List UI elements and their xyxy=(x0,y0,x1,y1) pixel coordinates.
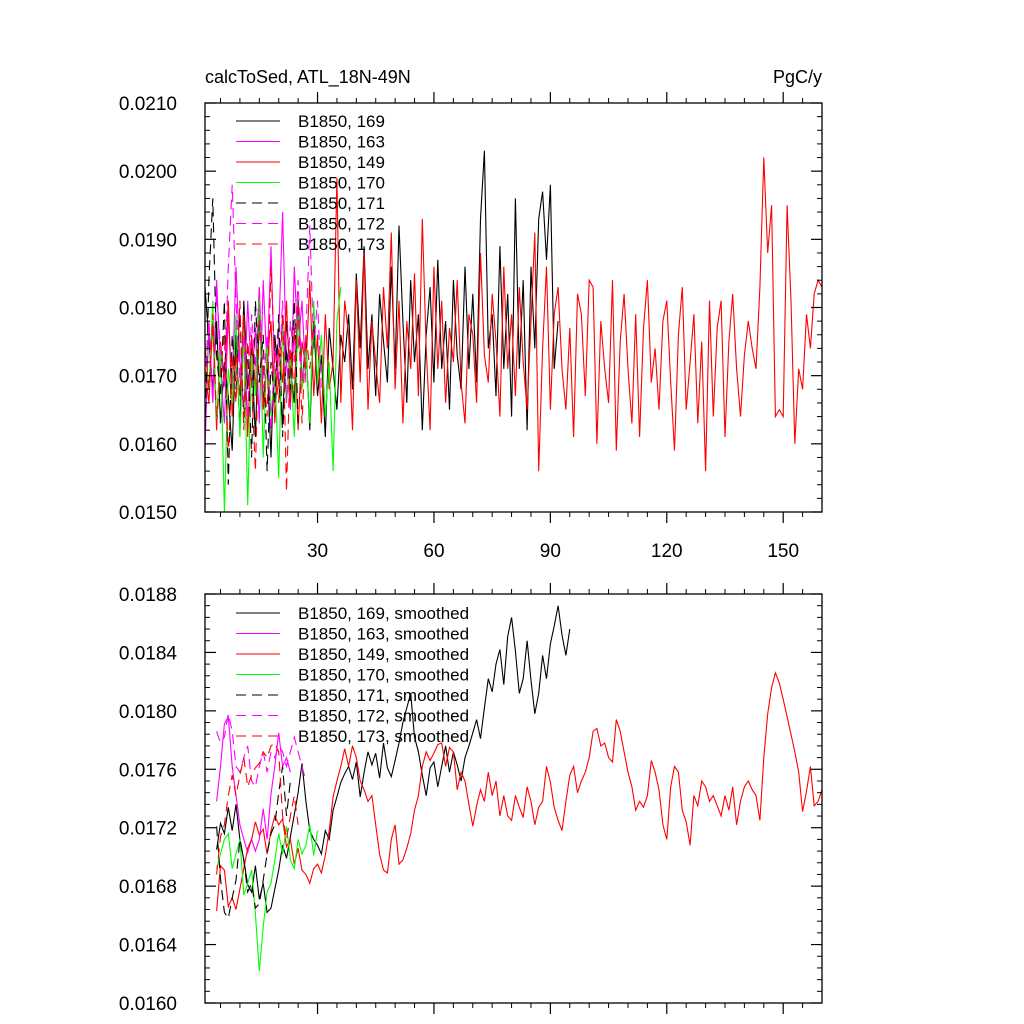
top-series-lines xyxy=(205,150,822,512)
top-y-tick-label: 0.0180 xyxy=(119,299,177,320)
bottom-plot-frame xyxy=(204,593,823,1004)
bottom-legend-label: B1850, 170, smoothed xyxy=(298,666,469,685)
bottom-series-lines xyxy=(216,605,822,971)
top-legend-label: B1850, 172 xyxy=(298,215,385,234)
bottom-y-tick-label: 0.0168 xyxy=(119,877,177,898)
bottom-y-tick-label: 0.0188 xyxy=(119,585,177,606)
bottom-legend-label: B1850, 163, smoothed xyxy=(298,625,469,644)
top-y-tick-label: 0.0210 xyxy=(119,94,177,115)
top-y-tick-label: 0.0190 xyxy=(119,230,177,251)
bottom-y-tick-label: 0.0180 xyxy=(119,702,177,723)
bottom-series-line-4 xyxy=(216,824,319,971)
top-x-tick-label: 30 xyxy=(307,541,328,562)
top-panel-raw-series: 0.0150 0.0160 0.0170 0.0180 0.0190 0.0200 0.02… xyxy=(119,92,823,562)
bottom-axis-ticks xyxy=(205,583,822,1014)
bottom-legend-label: B1850, 149, smoothed xyxy=(298,645,469,664)
bottom-y-tick-label: 0.0164 xyxy=(119,936,178,957)
top-y-tick-label: 0.0160 xyxy=(119,435,177,456)
top-x-tick-label: 60 xyxy=(423,541,444,562)
bottom-legend-label: B1850, 169, smoothed xyxy=(298,604,469,623)
top-x-tick-label: 120 xyxy=(651,541,683,562)
figure-title: calcToSed, ATL_18N-49N xyxy=(205,67,411,88)
top-legend-label: B1850, 173 xyxy=(298,235,385,254)
top-legend-label: B1850, 149 xyxy=(298,153,385,172)
bottom-series-line-6 xyxy=(216,713,307,789)
top-series-line-3 xyxy=(205,157,822,472)
top-y-tick-label: 0.0170 xyxy=(119,367,177,388)
top-legend-label: B1850, 170 xyxy=(298,174,385,193)
top-y-tick-label: 0.0150 xyxy=(119,503,177,524)
top-series-line-7 xyxy=(205,266,315,492)
bottom-legend-label: B1850, 171, smoothed xyxy=(298,686,469,705)
top-x-tick-label: 150 xyxy=(767,541,799,562)
top-legend-label: B1850, 163 xyxy=(298,133,385,152)
bottom-y-tick-label: 0.0172 xyxy=(119,819,177,840)
top-series-line-6 xyxy=(205,184,322,431)
bottom-y-tick-label: 0.0176 xyxy=(119,760,177,781)
top-legend-label: B1850, 169 xyxy=(298,112,385,131)
bottom-panel-smoothed-series: 0.0160 0.0164 0.0168 0.0172 0.0176 0.0180 0.01… xyxy=(119,583,823,1015)
bottom-legend-label: B1850, 172, smoothed xyxy=(298,707,469,726)
bottom-legend-label: B1850, 173, smoothed xyxy=(298,727,469,746)
top-axis-ticks xyxy=(205,92,822,523)
top-y-tick-label: 0.0200 xyxy=(119,162,177,183)
bottom-series-line-3 xyxy=(216,671,822,912)
bottom-series-line-2 xyxy=(216,714,291,855)
top-series-line-5 xyxy=(205,198,299,485)
bottom-series-line-5 xyxy=(216,766,291,920)
top-legend-label: B1850, 171 xyxy=(298,194,385,213)
bottom-y-tick-label: 0.0184 xyxy=(119,643,178,664)
bottom-y-tick-label: 0.0160 xyxy=(119,994,177,1015)
bottom-series-line-1 xyxy=(216,605,571,914)
bottom-legend: B1850, 169, smoothed B1850, 163, smoothed… xyxy=(236,604,469,746)
bottom-series-line-7 xyxy=(216,742,299,875)
units-label: PgC/y xyxy=(773,67,822,87)
top-x-tick-label: 90 xyxy=(540,541,561,562)
